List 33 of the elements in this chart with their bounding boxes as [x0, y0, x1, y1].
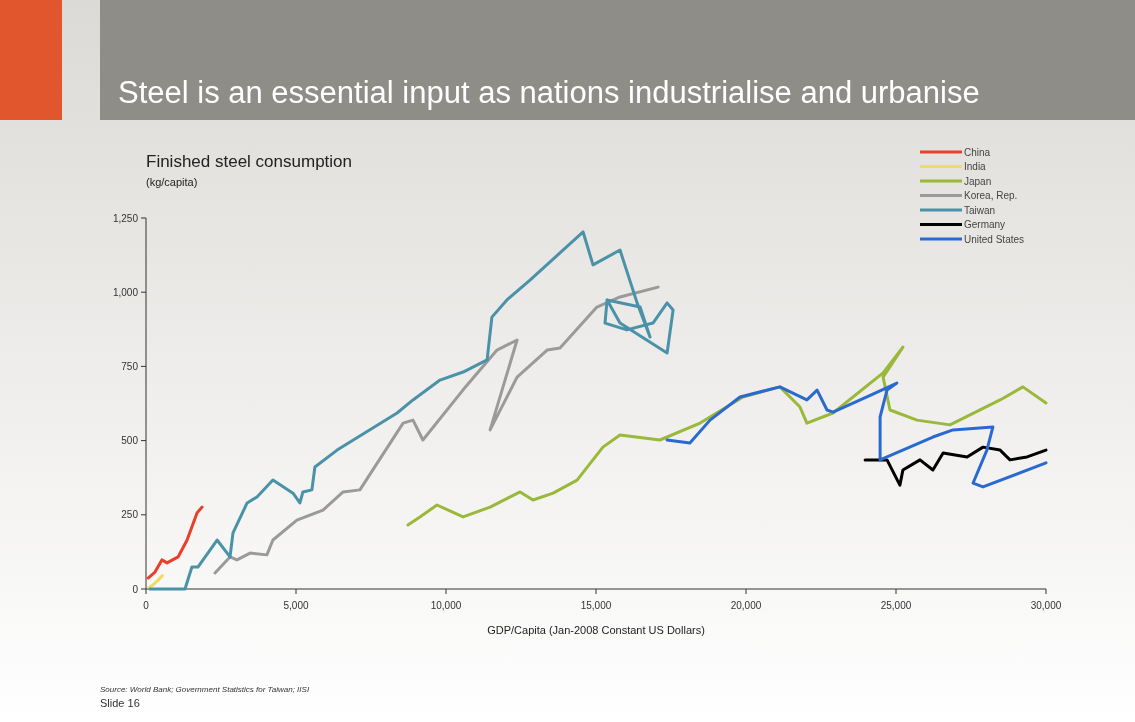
source-note: Source: World Bank; Government Statistics for Taiwan; IISI [100, 685, 310, 694]
text: Slide 16 [100, 697, 140, 709]
y-tick-label: 250 [121, 509, 139, 521]
legend-label: India [964, 161, 987, 172]
x-tick-label: 5,000 [283, 600, 309, 611]
legend-label: Korea, Rep. [964, 190, 1018, 201]
line-series [213, 285, 660, 575]
legend-label: Taiwan [964, 204, 996, 216]
x-tick-label: 10,000 [430, 600, 462, 611]
legend-label: China [964, 146, 991, 158]
x-tick-label: 15,000 [580, 600, 612, 611]
legend-label: Japan [964, 175, 992, 187]
line-series [665, 381, 1048, 489]
line-series [147, 574, 164, 590]
x-axis-title: GDP/Capita (Jan-2008 Constant US Dollars) [487, 624, 705, 636]
chart-title: Steel is an essential input as nations industrialise and urbanise [118, 75, 980, 110]
y-tick-label: 500 [121, 435, 139, 447]
legend-label: United States [964, 233, 1025, 245]
x-tick-label: 30,000 [1030, 600, 1062, 611]
line-series [863, 445, 1048, 487]
y-tick-label: 0 [132, 583, 139, 595]
y-axis-title: (kg/capita) [146, 176, 198, 188]
line-series [146, 505, 204, 580]
legend-label: Germany [964, 219, 1006, 230]
y-tick-label: 750 [121, 360, 139, 372]
x-tick-label: 0 [143, 600, 150, 611]
x-tick-label: 20,000 [730, 600, 762, 611]
line-series [148, 230, 675, 591]
y-tick-label: 1,000 [112, 286, 139, 298]
chart-subtitle: Finished steel consumption [146, 152, 353, 171]
line-series [406, 345, 1048, 527]
x-tick-label: 25,000 [880, 600, 912, 611]
y-tick-label: 1,250 [112, 212, 139, 224]
